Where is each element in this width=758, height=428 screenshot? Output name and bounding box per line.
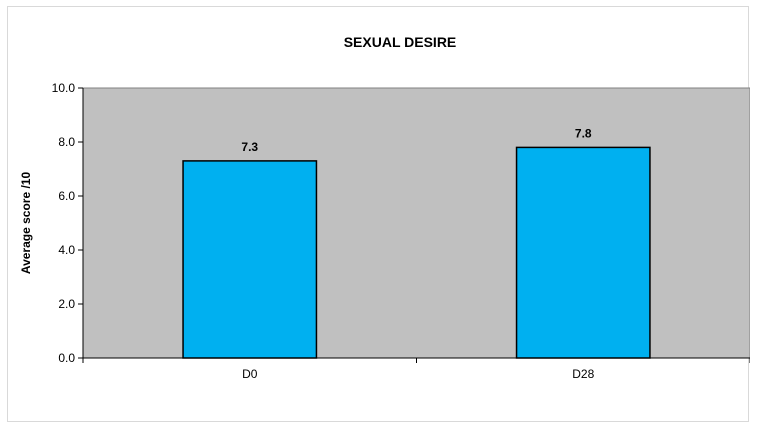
y-axis-ticks: 0.0 2.0 4.0 6.0 8.0 10.0: [52, 81, 84, 365]
x-tick-label-d0: D0: [242, 367, 258, 381]
data-label-d28: 7.8: [575, 126, 592, 140]
x-tick-label-d28: D28: [572, 367, 594, 381]
y-axis-label: Average score /10: [19, 172, 33, 275]
y-tick-label: 4.0: [58, 243, 75, 257]
y-tick-label: 10.0: [52, 81, 76, 95]
chart-container: SEXUAL DESIRE Average score /10 0.0 2.0 4.…: [7, 6, 751, 422]
data-labels: 7.3 7.8: [241, 126, 592, 154]
y-tick-label: 8.0: [58, 135, 75, 149]
y-tick-label: 2.0: [58, 297, 75, 311]
bars: [182, 146, 651, 359]
x-axis-ticks: D0 D28: [82, 357, 751, 381]
y-tick-label: 6.0: [58, 189, 75, 203]
y-tick-label: 0.0: [58, 351, 75, 365]
bar-chart: SEXUAL DESIRE Average score /10 0.0 2.0 4.…: [19, 34, 751, 381]
data-label-d0: 7.3: [241, 140, 258, 154]
bar-d0: [182, 160, 318, 359]
chart-title: SEXUAL DESIRE: [344, 34, 457, 50]
bar-d28: [515, 146, 651, 359]
